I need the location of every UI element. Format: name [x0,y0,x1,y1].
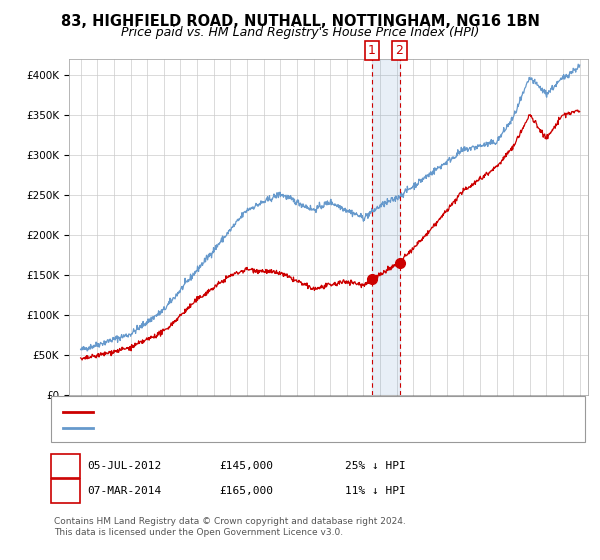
Text: 2: 2 [395,44,403,57]
Bar [372,59,400,395]
Text: £145,000: £145,000 [219,461,273,471]
Text: 05-JUL-2012: 05-JUL-2012 [87,461,161,471]
Text: 1: 1 [368,44,376,57]
Text: HPI: Average price, detached house, Broxtowe: HPI: Average price, detached house, Brox… [99,423,374,433]
Text: 25% ↓ HPI: 25% ↓ HPI [345,461,406,471]
Text: 11% ↓ HPI: 11% ↓ HPI [345,486,406,496]
Text: Contains HM Land Registry data © Crown copyright and database right 2024.
This d: Contains HM Land Registry data © Crown c… [54,517,406,537]
Text: 1: 1 [62,461,69,471]
Text: 83, HIGHFIELD ROAD, NUTHALL, NOTTINGHAM, NG16 1BN (detached house): 83, HIGHFIELD ROAD, NUTHALL, NOTTINGHAM,… [99,407,511,417]
Text: 2: 2 [62,486,69,496]
Text: £165,000: £165,000 [219,486,273,496]
Text: Price paid vs. HM Land Registry's House Price Index (HPI): Price paid vs. HM Land Registry's House … [121,26,479,39]
Text: 83, HIGHFIELD ROAD, NUTHALL, NOTTINGHAM, NG16 1BN: 83, HIGHFIELD ROAD, NUTHALL, NOTTINGHAM,… [61,14,539,29]
Text: 07-MAR-2014: 07-MAR-2014 [87,486,161,496]
